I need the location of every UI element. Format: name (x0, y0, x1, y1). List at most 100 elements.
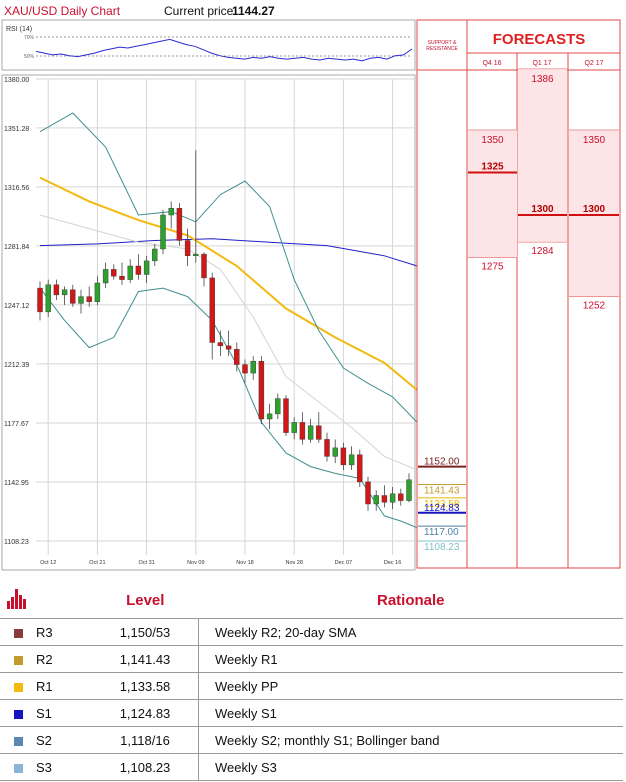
candle (258, 356, 265, 425)
level-swatch (0, 699, 36, 727)
table-row: R1 1,133.58 Weekly PP (0, 672, 623, 700)
candle-body (299, 422, 306, 440)
level-id: S1 (36, 699, 92, 727)
candle (127, 259, 133, 283)
level-id: R3 (36, 618, 92, 646)
candle-body (111, 269, 117, 277)
forecast-range (569, 129, 619, 297)
level-value: 1,141.43 (92, 645, 199, 673)
candle (291, 417, 297, 440)
candle (283, 395, 289, 436)
candle-body (373, 495, 379, 505)
table-row: S1 1,124.83 Weekly S1 (0, 699, 623, 727)
x-tick-label: Dec 16 (384, 560, 401, 566)
level-rationale: Weekly R1 (198, 645, 623, 673)
candle-body (217, 342, 224, 347)
candle (275, 393, 281, 419)
y-tick-label: 1212.39 (4, 362, 29, 369)
forecast-high-label: 1386 (531, 74, 554, 85)
candle-body (102, 269, 109, 284)
candle-body (119, 275, 125, 280)
forecast-avg-label: 1300 (531, 204, 554, 215)
y-tick-label: 1316.56 (4, 185, 29, 192)
candle-body (37, 287, 43, 313)
y-tick-label: 1177.67 (4, 421, 29, 428)
candle-body (332, 447, 338, 457)
x-tick-label: Nov 18 (236, 560, 253, 566)
candle-body (258, 360, 265, 420)
rsi-label: RSI (14) (6, 26, 32, 33)
candle (365, 476, 371, 511)
table-row: R3 1,150/53 Weekly R2; 20-day SMA (0, 618, 623, 646)
candle (250, 356, 256, 380)
candle (357, 449, 363, 487)
candle (389, 486, 396, 510)
candle (332, 439, 338, 464)
forecast-low-label: 1252 (583, 301, 606, 312)
candle-body (135, 265, 142, 275)
rsi-level-50: 50% (24, 54, 35, 60)
candle-body (275, 398, 281, 415)
candle-body (389, 493, 396, 503)
level-rationale: Weekly S3 (198, 753, 623, 781)
candle-body (398, 493, 404, 501)
candle-body (61, 289, 68, 296)
level-id: R1 (36, 672, 92, 700)
forecast-low-label: 1284 (531, 246, 554, 257)
candle-body (242, 364, 248, 374)
candle (53, 279, 60, 300)
level-label-s3: 1108.23 (424, 542, 460, 553)
candle-body (348, 454, 355, 466)
bollinger-upper-line (39, 112, 418, 423)
candle (209, 272, 215, 360)
candle (299, 412, 306, 445)
y-tick-label: 1142.95 (4, 480, 29, 487)
candle-body (291, 422, 297, 433)
candle (266, 403, 273, 430)
level-rationale: Weekly PP (198, 672, 623, 700)
bar-chart-icon (0, 582, 36, 619)
level-swatch (0, 753, 36, 781)
200-day-sma-line (39, 238, 418, 267)
level-value: 1,124.83 (92, 699, 199, 727)
candle (201, 252, 207, 287)
level-value: 1,150/53 (92, 618, 199, 646)
candle (111, 264, 117, 280)
table-row: R2 1,141.43 Weekly R1 (0, 645, 623, 673)
candle-body (266, 413, 273, 420)
chart-area: XAU/USD Daily Chart Current price 1144.2… (1, 4, 621, 571)
candle (217, 330, 224, 357)
level-swatch (0, 726, 36, 754)
forecast-high-label: 1350 (583, 135, 606, 146)
x-tick-label: Dec 07 (335, 560, 352, 566)
candle (193, 150, 199, 263)
candle-body (127, 265, 133, 280)
candle (176, 203, 183, 246)
level-rationale: Weekly S1 (198, 699, 623, 727)
candle (160, 209, 166, 255)
candle (406, 473, 412, 503)
candle (86, 286, 92, 307)
candle (234, 342, 240, 372)
candle-body (70, 289, 76, 304)
candle-body (250, 360, 256, 374)
table-row: S3 1,108.23 Weekly S3 (0, 753, 623, 781)
level-swatch (0, 618, 36, 646)
level-rationale: Weekly S2; monthly S1; Bollinger band (198, 726, 623, 754)
price-chart: 1380.00 1351.28 1316.56 1281.84 1247.12 1212.… (1, 74, 451, 571)
candle (70, 284, 76, 307)
x-tick-label: Oct 21 (89, 560, 105, 566)
candle (316, 412, 322, 443)
candle-body (283, 398, 289, 433)
level-label-s2: 1117.00 (424, 527, 459, 538)
candle-body (86, 296, 92, 302)
candle-body (406, 479, 412, 501)
current-price-value: 1144.27 (232, 4, 275, 18)
forecast-low-label: 1275 (481, 261, 504, 272)
level-label-r1: 1133.58 (424, 499, 460, 510)
candle-body (365, 481, 371, 505)
candle (37, 281, 43, 321)
candle-body (357, 454, 363, 483)
rsi-panel: RSI (14) 70% 50% (1, 19, 416, 71)
level-label-r2: 1141.43 (424, 486, 460, 497)
